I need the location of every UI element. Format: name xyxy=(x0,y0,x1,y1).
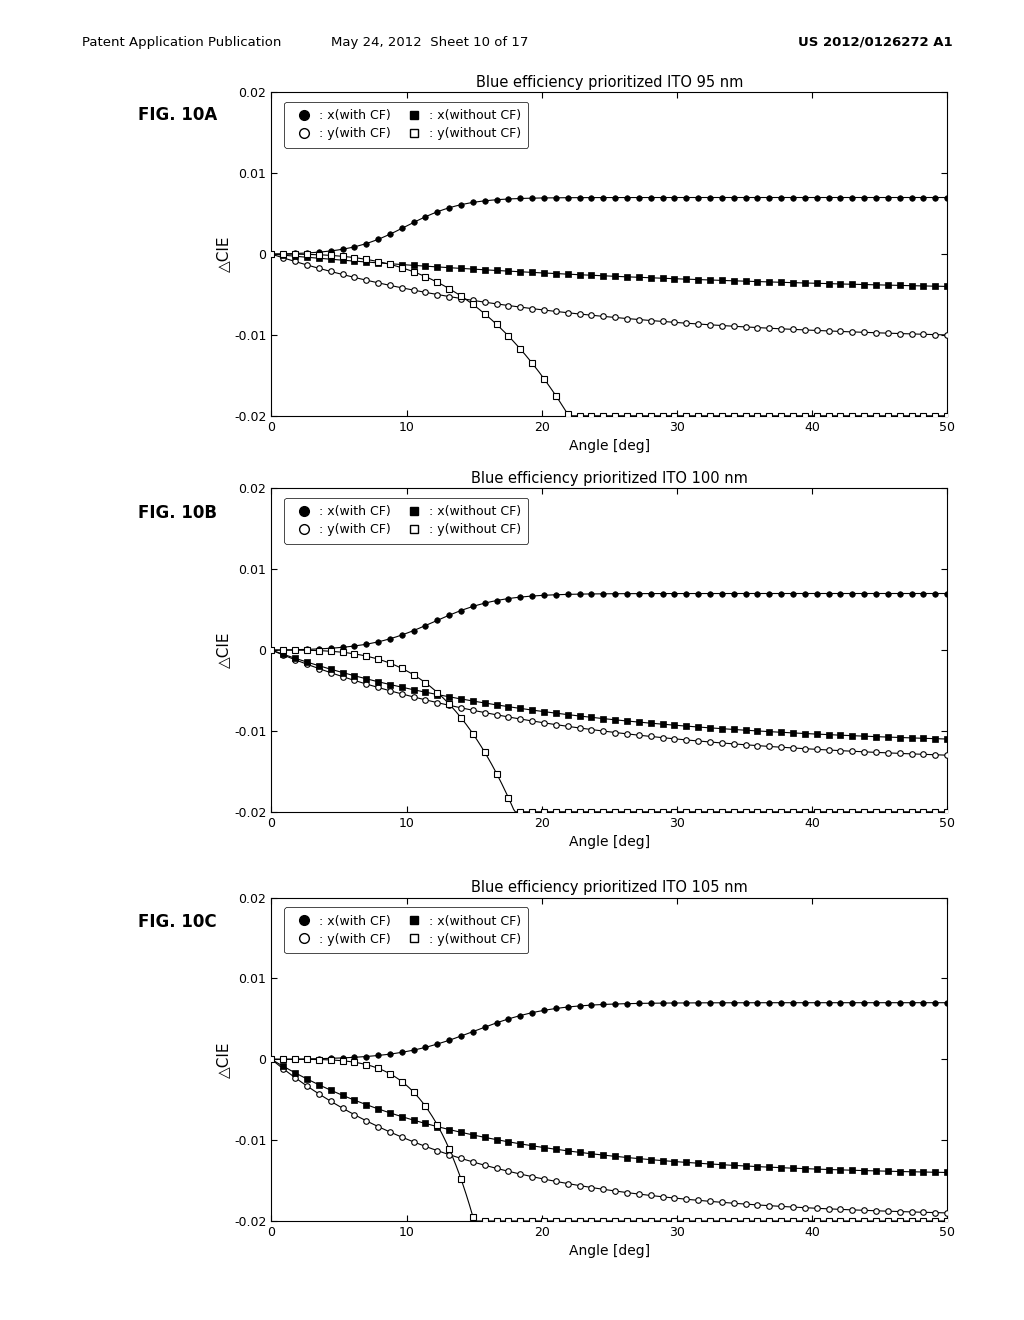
Y-axis label: △CIE: △CIE xyxy=(216,236,231,272)
X-axis label: Angle [deg]: Angle [deg] xyxy=(568,1245,650,1258)
Text: US 2012/0126272 A1: US 2012/0126272 A1 xyxy=(798,36,952,49)
Legend: : x(with CF), : y(with CF), : x(without CF), : y(without CF): : x(with CF), : y(with CF), : x(without … xyxy=(285,907,528,953)
Text: Patent Application Publication: Patent Application Publication xyxy=(82,36,282,49)
Text: May 24, 2012  Sheet 10 of 17: May 24, 2012 Sheet 10 of 17 xyxy=(332,36,528,49)
Legend: : x(with CF), : y(with CF), : x(without CF), : y(without CF): : x(with CF), : y(with CF), : x(without … xyxy=(285,498,528,544)
Title: Blue efficiency prioritized ITO 95 nm: Blue efficiency prioritized ITO 95 nm xyxy=(475,75,743,90)
Y-axis label: △CIE: △CIE xyxy=(216,1041,231,1077)
X-axis label: Angle [deg]: Angle [deg] xyxy=(568,440,650,453)
X-axis label: Angle [deg]: Angle [deg] xyxy=(568,836,650,849)
Y-axis label: △CIE: △CIE xyxy=(216,632,231,668)
Text: FIG. 10B: FIG. 10B xyxy=(138,504,217,523)
Text: FIG. 10C: FIG. 10C xyxy=(138,913,217,932)
Text: FIG. 10A: FIG. 10A xyxy=(138,106,217,124)
Title: Blue efficiency prioritized ITO 105 nm: Blue efficiency prioritized ITO 105 nm xyxy=(471,880,748,895)
Title: Blue efficiency prioritized ITO 100 nm: Blue efficiency prioritized ITO 100 nm xyxy=(471,471,748,486)
Legend: : x(with CF), : y(with CF), : x(without CF), : y(without CF): : x(with CF), : y(with CF), : x(without … xyxy=(285,102,528,148)
